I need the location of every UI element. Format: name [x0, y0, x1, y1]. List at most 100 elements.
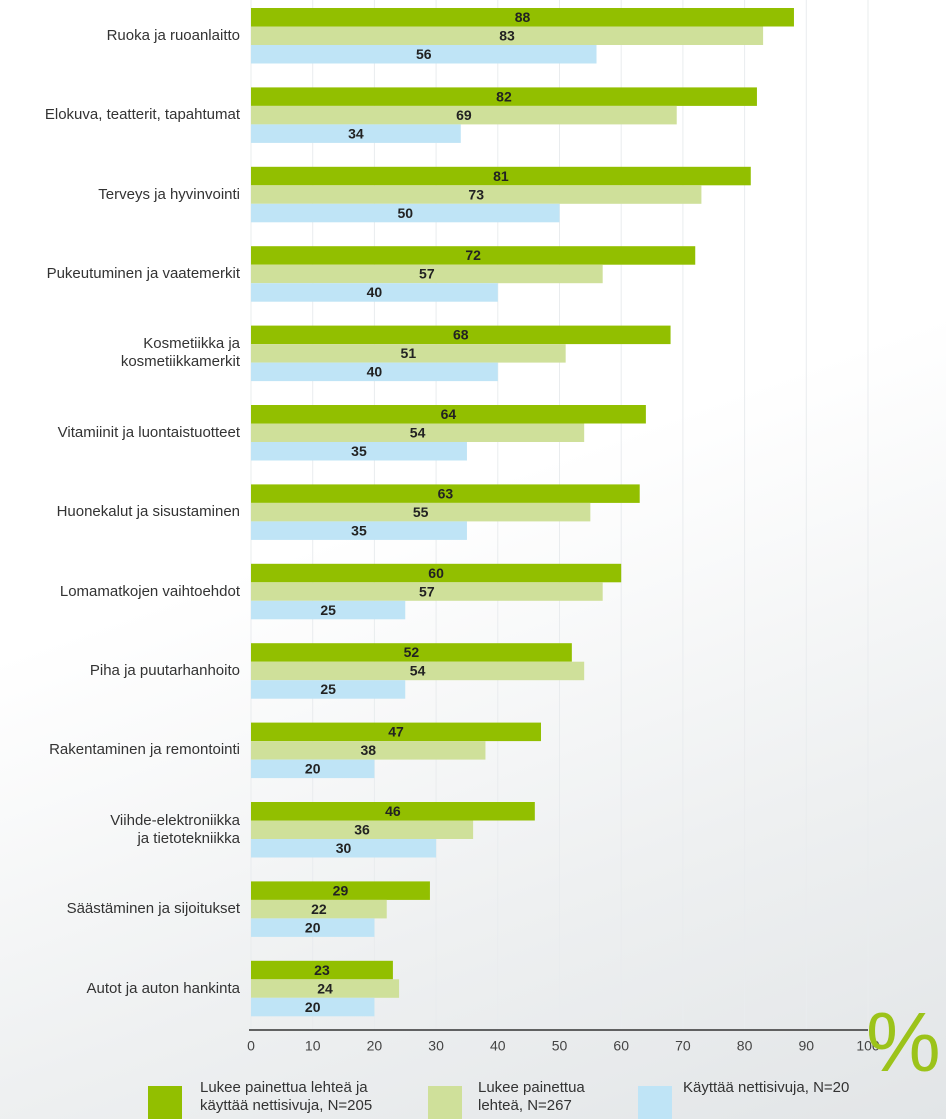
value-label: 46: [385, 803, 401, 819]
value-label: 54: [410, 424, 426, 440]
value-label: 72: [465, 247, 481, 263]
value-label: 50: [397, 205, 413, 221]
value-label: 55: [413, 504, 429, 520]
legend-swatch: [148, 1086, 182, 1119]
category-label: Autot ja auton hankinta: [86, 979, 240, 997]
bar: [251, 839, 437, 858]
bar: [251, 362, 498, 382]
bar: [251, 484, 640, 503]
bar: [251, 344, 566, 363]
value-label: 40: [367, 364, 383, 380]
category-label: Terveys ja hyvinvointi: [98, 185, 240, 203]
value-label: 82: [496, 88, 512, 104]
bar: [251, 185, 702, 204]
value-label: 64: [441, 406, 457, 422]
bar: [251, 960, 393, 980]
x-tick-label: 100: [856, 1038, 880, 1054]
category-label: Piha ja puutarhanhoito: [89, 661, 240, 679]
bar: [251, 45, 597, 64]
value-label: 29: [333, 882, 349, 898]
bar: [251, 166, 751, 186]
category-label: Pukeutuminen ja vaatemerkit: [46, 264, 240, 282]
legend-label: Lukee painettua lehteä, N=267: [478, 1079, 585, 1114]
category-label: Lomamatkojen vaihtoehdot: [59, 582, 240, 600]
value-label: 36: [354, 821, 370, 837]
value-label: 81: [493, 168, 509, 184]
bar: [251, 423, 585, 442]
value-label: 68: [453, 327, 469, 343]
bar: [251, 8, 794, 27]
legend-label: Lukee painettua lehteä ja käyttää nettis…: [200, 1079, 373, 1114]
bar: [251, 502, 591, 522]
category-label: Elokuva, teatterit, tapahtumat: [44, 106, 240, 124]
value-label: 88: [515, 9, 531, 25]
category-label: Kosmetiikka ja kosmetiikkamerkit: [120, 335, 240, 371]
bar: [251, 643, 572, 662]
value-label: 30: [336, 840, 352, 856]
value-label: 83: [499, 27, 515, 43]
legend-label: Käyttää nettisivuja, N=20: [683, 1079, 850, 1096]
bar: [251, 600, 406, 620]
bar: [251, 246, 696, 265]
category-label: Viihde-elektroniikka ja tietotekniikka: [110, 811, 240, 847]
category-label: Säästäminen ja sijoitukset: [66, 900, 240, 918]
bar: [251, 722, 541, 742]
bar: [251, 741, 486, 760]
bar: [251, 283, 498, 302]
bar: [251, 918, 375, 937]
value-label: 35: [351, 522, 367, 538]
x-tick-label: 80: [737, 1038, 753, 1054]
x-tick-label: 30: [428, 1038, 444, 1054]
x-tick-label: 0: [247, 1038, 255, 1054]
category-label: Rakentaminen ja remontointi: [49, 741, 240, 759]
bar: [251, 979, 400, 998]
value-label: 40: [367, 284, 383, 300]
value-label: 38: [360, 742, 376, 758]
x-tick-label: 50: [552, 1038, 568, 1054]
bar: [251, 26, 764, 45]
value-label: 51: [401, 345, 417, 361]
bar: [251, 405, 646, 424]
value-label: 56: [416, 46, 432, 62]
value-label: 54: [410, 663, 426, 679]
value-label: 23: [314, 962, 330, 978]
value-label: 25: [320, 681, 336, 697]
category-label: Ruoka ja ruoanlaitto: [106, 26, 240, 44]
value-label: 57: [419, 266, 435, 282]
x-tick-label: 10: [305, 1038, 321, 1054]
value-label: 20: [305, 919, 321, 935]
bar: [251, 124, 461, 143]
value-label: 20: [305, 761, 321, 777]
bar: [251, 802, 535, 821]
value-label: 47: [388, 724, 404, 740]
bar: [251, 820, 474, 839]
value-label: 20: [305, 999, 321, 1015]
bar: [251, 899, 387, 919]
bar: [251, 264, 603, 284]
x-tick-label: 20: [367, 1038, 383, 1054]
value-label: 35: [351, 443, 367, 459]
x-tick-label: 90: [799, 1038, 815, 1054]
bar: [251, 87, 757, 106]
bar: [251, 521, 467, 540]
x-tick-label: 60: [613, 1038, 629, 1054]
legend-swatch: [428, 1086, 462, 1119]
bar: [251, 680, 406, 699]
value-label: 57: [419, 583, 435, 599]
value-label: 52: [404, 644, 420, 660]
bar: [251, 325, 671, 345]
x-tick-label: 70: [675, 1038, 691, 1054]
bar: [251, 442, 467, 461]
category-label: Vitamiinit ja luontaistuotteet: [57, 423, 240, 441]
value-label: 73: [468, 186, 484, 202]
category-label: Huonekalut ja sisustaminen: [56, 503, 240, 521]
bar: [251, 997, 375, 1017]
x-tick-label: 40: [490, 1038, 506, 1054]
value-label: 60: [428, 565, 444, 581]
value-label: 24: [317, 980, 333, 996]
percent-sign: %: [866, 995, 941, 1089]
value-label: 25: [320, 602, 336, 618]
bar: [251, 661, 585, 681]
